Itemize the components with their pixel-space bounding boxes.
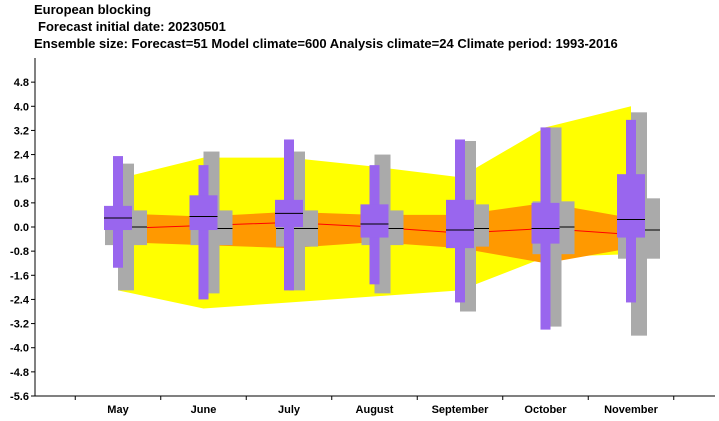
y-tick-label: 4.8 — [14, 77, 29, 89]
y-tick-label: 4.0 — [14, 101, 29, 113]
y-tick-label: -4.8 — [10, 367, 29, 379]
forecast-date-label: Forecast initial date: 20230501 — [38, 19, 226, 34]
y-tick-label: -2.4 — [10, 294, 30, 306]
plot-area: 4.8 4.0 3.2 2.4 1.6 0.8 0.0 -0.8 -1.6 -2.4 -3.2 -4.… — [10, 58, 715, 416]
x-tick-label: November — [604, 404, 659, 416]
y-tick-label: 1.6 — [14, 174, 29, 186]
y-tick-label: -4.0 — [10, 343, 29, 355]
x-tick-label: August — [356, 404, 394, 416]
forecast-box — [531, 202, 560, 244]
chart-title: European blocking — [34, 2, 151, 17]
y-tick-label: 2.4 — [14, 150, 30, 162]
y-tick-label: -1.6 — [10, 270, 29, 282]
forecast-box — [189, 195, 218, 231]
y-tick-label: -5.6 — [10, 391, 29, 403]
forecast-box — [360, 204, 389, 238]
x-tick-label: October — [524, 404, 567, 416]
y-tick-label: 3.2 — [14, 125, 29, 137]
forecast-box — [446, 199, 474, 249]
y-tick-label: -3.2 — [10, 319, 29, 331]
ensemble-info-label: Ensemble size: Forecast=51 Model climate… — [34, 36, 618, 51]
y-tick-label: -0.8 — [10, 246, 29, 258]
y-tick-label: 0.0 — [14, 222, 29, 234]
y-tick-label: 0.8 — [14, 198, 29, 210]
x-tick-label: June — [191, 404, 217, 416]
x-tick-label: July — [278, 404, 301, 416]
forecast-whisker — [198, 165, 209, 300]
forecast-box — [617, 174, 645, 238]
x-tick-label: May — [107, 404, 129, 416]
x-tick-label: September — [432, 404, 490, 416]
